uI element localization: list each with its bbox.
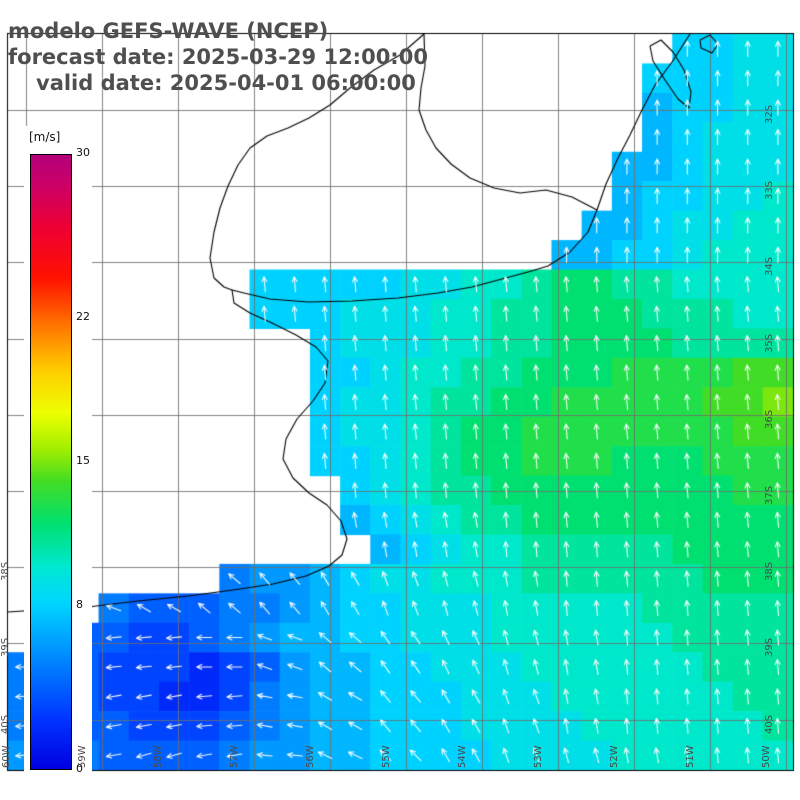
colorbar: [m/s] 30 22 15 8 0 (24, 126, 92, 778)
colorbar-tick-label: 8 (76, 597, 83, 611)
valid-date: valid date: 2025-04-01 06:00:00 (36, 71, 416, 95)
colorbar-tick-label: 30 (76, 146, 90, 159)
forecast-date: forecast date: 2025-03-29 12:00:00 (8, 45, 428, 69)
colorbar-tick-label: 0 (76, 762, 83, 775)
colorbar-tick-label: 15 (76, 454, 90, 467)
colorbar-gradient (30, 154, 72, 770)
colorbar-unit-label: [m/s] (29, 130, 61, 144)
colorbar-tick-label: 22 (76, 310, 90, 324)
model-title: modelo GEFS-WAVE (NCEP) (8, 19, 329, 43)
map-title-block: modelo GEFS-WAVE (NCEP) forecast date: 2… (8, 18, 428, 96)
